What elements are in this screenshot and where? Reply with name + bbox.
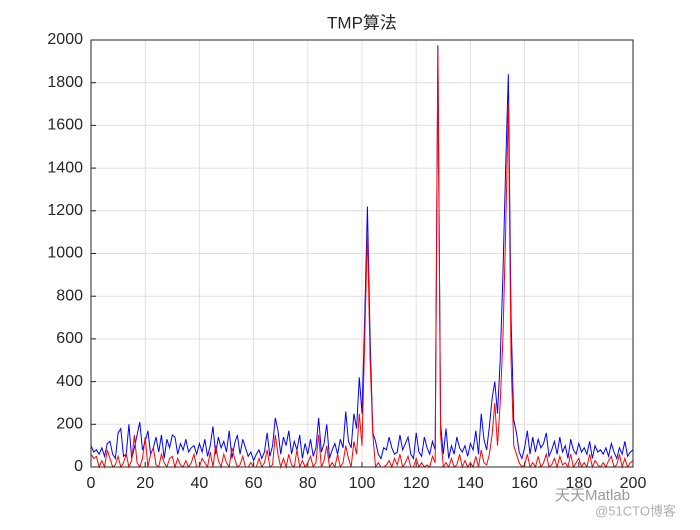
watermark: 天天Matlab [555, 487, 630, 504]
x-tick-label: 60 [245, 475, 263, 492]
y-tick-label: 1000 [47, 245, 83, 262]
y-tick-label: 1400 [47, 159, 83, 176]
y-tick-label: 1800 [47, 74, 83, 91]
x-tick-label: 40 [191, 475, 209, 492]
x-tick-label: 140 [457, 475, 484, 492]
y-tick-label: 1600 [47, 117, 83, 134]
x-tick-label: 180 [565, 475, 592, 492]
y-tick-label: 2000 [47, 31, 83, 48]
x-tick-label: 20 [136, 475, 154, 492]
x-tick-label: 0 [87, 475, 96, 492]
series-line [90, 50, 634, 469]
y-tick-label: 200 [56, 416, 83, 433]
watermark: @51CTO博客 [595, 503, 676, 518]
x-tick-label: 120 [403, 475, 430, 492]
x-tick-label: 200 [620, 475, 647, 492]
x-tick-label: 100 [349, 475, 376, 492]
y-tick-label: 0 [74, 458, 83, 475]
y-tick-label: 1200 [47, 202, 83, 219]
axes-box [90, 39, 634, 468]
x-tick-label: 80 [299, 475, 317, 492]
chart-title: TMP算法 [327, 13, 397, 32]
y-tick-label: 400 [56, 373, 83, 390]
y-tick-label: 600 [56, 330, 83, 347]
series-line [90, 45, 634, 463]
y-tick-label: 800 [56, 287, 83, 304]
x-tick-label: 160 [511, 475, 538, 492]
